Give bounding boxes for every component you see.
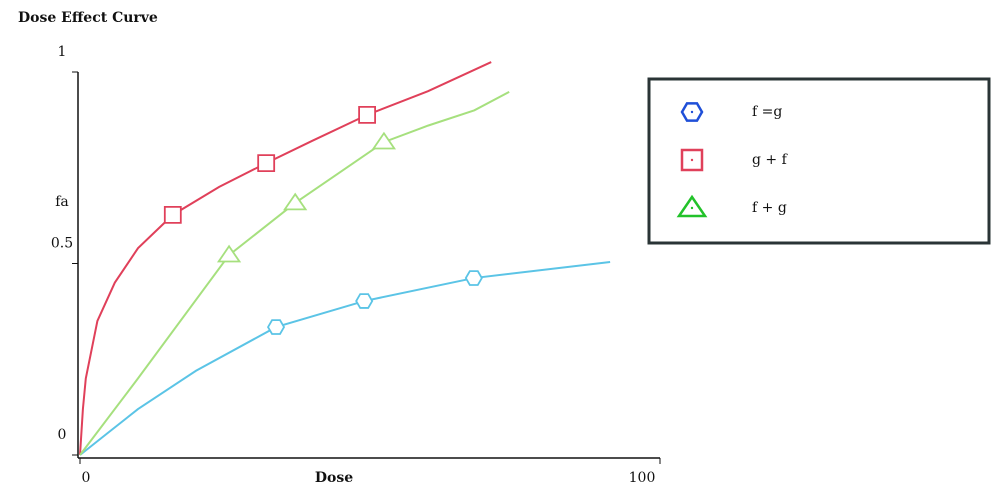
- chart-title: Dose Effect Curve: [18, 10, 158, 26]
- legend-dot: [690, 158, 694, 162]
- x-axis-label: Dose: [315, 470, 353, 486]
- x-tick-label: 0: [82, 470, 91, 486]
- legend-dot: [690, 206, 694, 210]
- legend-label: g + f: [752, 152, 789, 168]
- triangle-marker: [371, 131, 397, 150]
- curve: [79, 91, 510, 456]
- curve: [79, 61, 492, 456]
- triangle-marker: [283, 192, 308, 211]
- hexagon-marker: [464, 270, 483, 286]
- x-tick-label: 100: [629, 470, 656, 486]
- y-tick-label: 1: [58, 44, 67, 60]
- legend-label: f =g: [752, 104, 782, 120]
- triangle-marker: [216, 244, 242, 263]
- hexagon-marker: [355, 293, 374, 309]
- square-marker: [163, 205, 182, 224]
- legend-label: f + g: [752, 200, 787, 216]
- y-axis-label: fa: [55, 194, 69, 210]
- y-tick-label: 0: [58, 427, 67, 443]
- curve: [79, 260, 611, 456]
- y-tick-label: 0.5: [51, 236, 73, 252]
- legend-dot: [690, 110, 694, 114]
- hexagon-marker: [267, 319, 286, 335]
- square-marker: [358, 105, 376, 124]
- square-marker: [257, 154, 276, 173]
- triangle-marker: [676, 194, 708, 218]
- legend-box: [647, 77, 991, 245]
